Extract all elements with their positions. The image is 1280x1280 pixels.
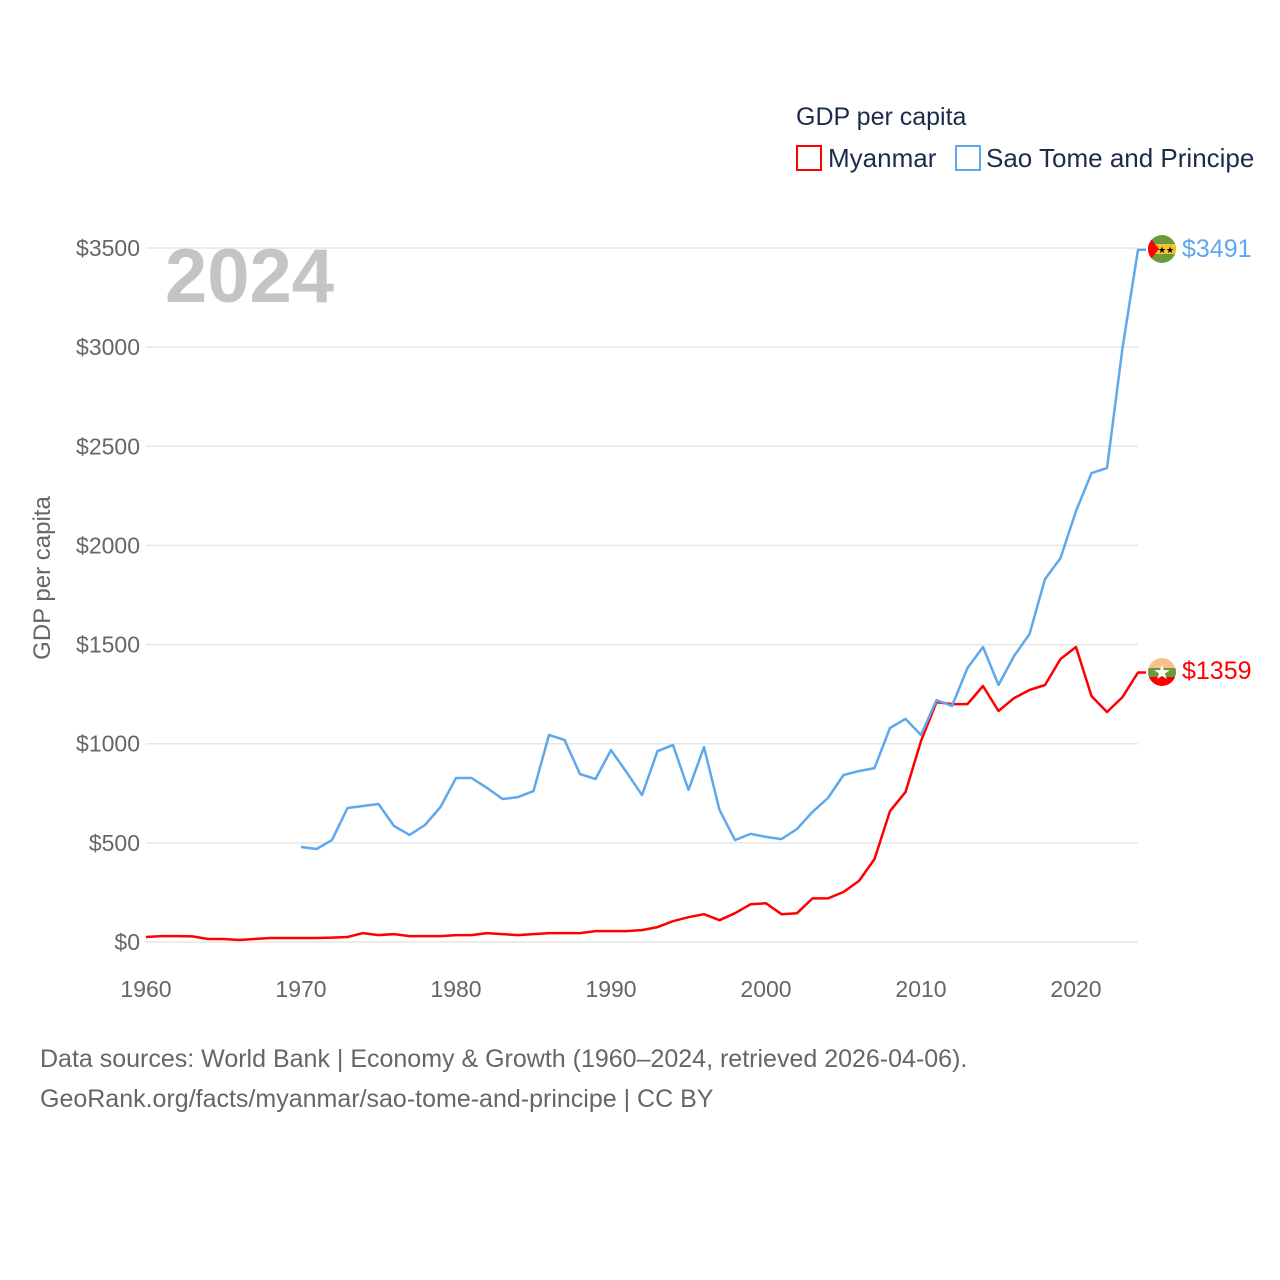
myanmar-flag-icon: ★ xyxy=(1148,658,1176,686)
y-tick-label: $3000 xyxy=(76,334,140,360)
y-tick-label: $500 xyxy=(89,830,140,856)
x-tick-label: 1980 xyxy=(430,976,481,1002)
legend-label-sao-tome[interactable]: Sao Tome and Principe xyxy=(986,143,1254,173)
y-tick-label: $3500 xyxy=(76,235,140,261)
footer-sources: Data sources: World Bank | Economy & Gro… xyxy=(40,1045,968,1073)
footer-attribution[interactable]: GeoRank.org/facts/myanmar/sao-tome-and-p… xyxy=(40,1085,714,1113)
x-tick-label: 1990 xyxy=(585,976,636,1002)
svg-text:★: ★ xyxy=(1153,662,1171,684)
end-label-myanmar: $1359 xyxy=(1182,657,1252,685)
sao-tome-flag-icon: ★★ xyxy=(1148,235,1176,263)
x-tick-label: 2000 xyxy=(740,976,791,1002)
x-tick-label: 2010 xyxy=(895,976,946,1002)
x-tick-label: 1960 xyxy=(120,976,171,1002)
x-tick-label: 2020 xyxy=(1050,976,1101,1002)
y-tick-label: $1000 xyxy=(76,731,140,757)
year-label: 2024 xyxy=(165,234,334,319)
svg-text:★★: ★★ xyxy=(1158,245,1174,255)
legend-title: GDP per capita xyxy=(796,103,967,131)
y-tick-label: $0 xyxy=(114,929,140,955)
series-line-myanmar xyxy=(145,645,1146,942)
x-tick-label: 1970 xyxy=(275,976,326,1002)
legend: GDP per capita Myanmar Sao Tome and Prin… xyxy=(796,103,1254,173)
y-tick-label: $2000 xyxy=(76,532,140,558)
end-label-sao-tome: $3491 xyxy=(1182,235,1252,263)
y-axis-label: GDP per capita xyxy=(29,496,56,660)
legend-label-myanmar[interactable]: Myanmar xyxy=(828,143,937,173)
legend-swatch-sao-tome[interactable] xyxy=(955,145,981,171)
series-line-sao-tome xyxy=(300,248,1146,851)
legend-swatch-myanmar[interactable] xyxy=(796,145,822,171)
y-tick-label: $1500 xyxy=(76,632,140,658)
y-tick-label: $2500 xyxy=(76,433,140,459)
